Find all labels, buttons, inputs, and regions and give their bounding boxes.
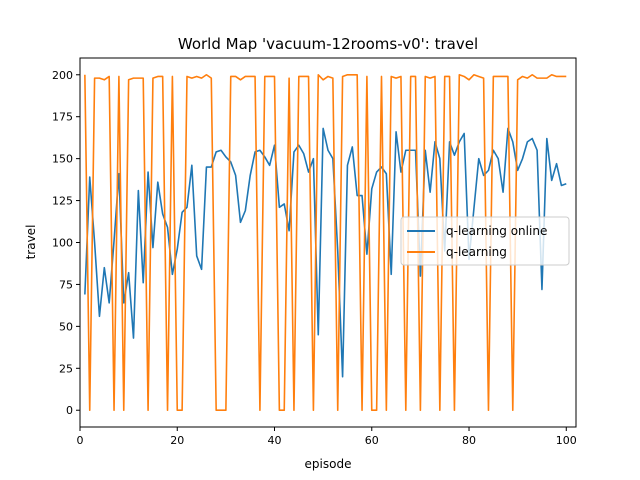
y-tick-label: 150 (52, 153, 73, 166)
x-axis-label: episode (305, 457, 352, 471)
x-axis: 0 20 40 60 80 100 (77, 427, 577, 447)
legend-label-q-learning: q-learning (446, 245, 507, 259)
chart-title: World Map 'vacuum-12rooms-v0': travel (178, 35, 478, 53)
x-tick-label: 80 (462, 434, 476, 447)
x-tick-label: 40 (268, 434, 282, 447)
y-tick-label: 200 (52, 69, 73, 82)
y-tick-label: 125 (52, 195, 73, 208)
y-tick-label: 25 (59, 362, 73, 375)
x-tick-label: 100 (556, 434, 577, 447)
y-tick-label: 75 (59, 278, 73, 291)
x-tick-label: 20 (170, 434, 184, 447)
legend-box (400, 216, 570, 266)
y-tick-label: 0 (66, 404, 73, 417)
y-tick-label: 50 (59, 320, 73, 333)
y-axis: 0 25 50 75 100 125 150 175 200 (52, 69, 80, 417)
legend-label-q-learning-online: q-learning online (446, 224, 547, 238)
x-tick-label: 60 (365, 434, 379, 447)
x-tick-label: 0 (77, 434, 84, 447)
y-tick-label: 100 (52, 237, 73, 250)
legend: q-learning online q-learning (400, 216, 570, 266)
y-tick-label: 175 (52, 111, 73, 124)
y-axis-label: travel (24, 225, 38, 260)
